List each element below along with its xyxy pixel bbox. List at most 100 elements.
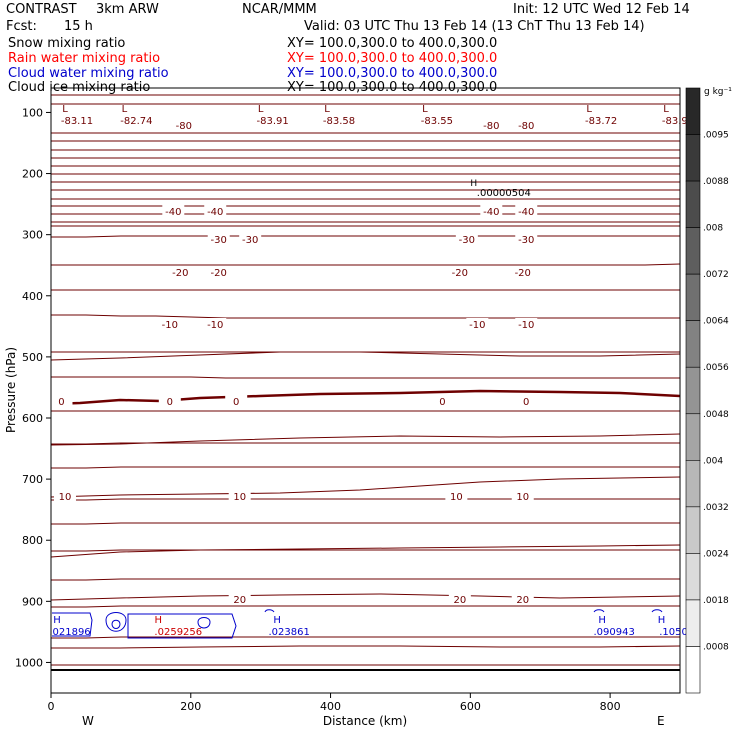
project-title: CONTRAST: [6, 2, 77, 17]
y-tick-label: 200: [22, 168, 43, 181]
field-snow-xy: XY= 100.0,300.0 to 400.0,300.0: [287, 36, 498, 51]
contour-label-bg: [204, 318, 227, 329]
colorbar-segment: [685, 134, 701, 182]
temperature-contour: [51, 645, 681, 649]
contour-label-bg: [480, 119, 503, 130]
contour-label: 10: [233, 492, 246, 503]
colorbar-tick-label: .0095: [703, 131, 729, 141]
snow-high-marker: H: [470, 179, 477, 189]
contour-label-bg: [169, 266, 192, 277]
temperature-contour: [50, 544, 681, 558]
contour-label: 0: [233, 397, 239, 408]
contour-label-bg: [448, 266, 471, 277]
contour-label: 20: [233, 595, 246, 606]
temperature-contour: [51, 235, 680, 238]
temperature-contour: [51, 498, 680, 501]
low-marker: L: [122, 104, 128, 115]
contour-label: -10: [518, 320, 534, 331]
y-tick-label: 700: [22, 473, 43, 486]
init-time: Init: 12 UTC Wed 12 Feb 14: [513, 2, 690, 17]
low-value: -83.58: [323, 116, 355, 127]
temperature-contour: [51, 263, 681, 266]
contour-label: -20: [452, 268, 468, 279]
contour-label: -10: [207, 320, 223, 331]
contour-label-bg: [448, 593, 471, 604]
y-tick-label: 100: [22, 106, 43, 119]
contour-label: -30: [459, 235, 475, 246]
snow-high-value: .00000504: [477, 188, 531, 199]
contour-label: -80: [176, 121, 192, 132]
colorbar-tick-label: .004: [703, 456, 723, 466]
low-value: -83.72: [585, 116, 617, 127]
temperature-contour: [51, 314, 680, 319]
colorbar-segment: [685, 553, 701, 601]
contour-label: -30: [518, 235, 534, 246]
contour-label-bg: [515, 233, 538, 244]
contour-label: -40: [518, 207, 534, 218]
field-rain-xy: XY= 100.0,300.0 to 400.0,300.0: [287, 51, 498, 66]
field-rain-label: Rain water mixing ratio: [8, 51, 161, 66]
fcst-value: 15 h: [64, 19, 93, 34]
colorbar-segment: [685, 460, 701, 508]
contour-label-bg: [511, 490, 534, 501]
temperature-contour: [51, 522, 680, 525]
field-cloudwater-label: Cloud water mixing ratio: [8, 66, 169, 81]
contour-label-bg: [228, 490, 251, 501]
colorbar-tick-label: .0032: [703, 503, 729, 513]
colorbar-tick-label: .0024: [703, 549, 729, 559]
rain-high-value: .0259256: [154, 627, 202, 638]
temperature-contour: [51, 549, 680, 552]
colorbar-tick-label: .008: [703, 224, 723, 234]
model-label: 3km ARW: [96, 2, 159, 17]
x-axis-title: Distance (km): [323, 714, 407, 728]
contour-label: -40: [165, 207, 181, 218]
contour-label-bg: [207, 233, 230, 244]
y-tick-label: 900: [22, 595, 43, 608]
cloud-water-high-marker: H: [53, 615, 61, 626]
x-tick-label: 200: [180, 700, 201, 713]
west-label: W: [82, 714, 94, 728]
colorbar-segment: [685, 273, 701, 321]
east-label: E: [657, 714, 665, 728]
colorbar-segment: [685, 413, 701, 461]
temperature-contour: [51, 376, 680, 379]
contour-label-bg: [158, 318, 181, 329]
contour-label-bg: [455, 233, 478, 244]
field-cloudwater-xy: XY= 100.0,300.0 to 400.0,300.0: [287, 66, 498, 81]
y-tick-label: 800: [22, 534, 43, 547]
low-value: -83.97: [662, 116, 694, 127]
contour-label-bg: [162, 205, 185, 216]
colorbar-segment: [685, 366, 701, 415]
rain-high-marker: H: [155, 615, 163, 626]
cloud-water-contour: [197, 617, 211, 629]
contour-label: -30: [211, 235, 227, 246]
cloud-water-contour: [127, 613, 237, 639]
cloud-water-contour: [651, 609, 663, 613]
contour-label: 0: [439, 397, 445, 408]
y-tick-label: 600: [22, 412, 43, 425]
cloud-water-contour: [593, 609, 605, 613]
contour-label: 0: [167, 397, 173, 408]
contour-label-bg: [515, 318, 538, 329]
contour-label-bg: [225, 395, 248, 406]
contour-label-bg: [158, 395, 181, 406]
contour-label: -40: [207, 207, 223, 218]
contour-label: -30: [242, 235, 258, 246]
contour-label: -10: [469, 320, 485, 331]
cloud-water-high-value: .021896: [49, 627, 90, 638]
contour-label-bg: [172, 119, 195, 130]
low-marker: L: [324, 104, 330, 115]
cloud-water-contour: [52, 612, 93, 637]
temperature-contour: [50, 389, 681, 406]
temperature-contour: [51, 636, 680, 639]
cloud-water-high-marker: H: [273, 615, 281, 626]
contour-label: 10: [516, 492, 529, 503]
contour-label: 0: [523, 397, 529, 408]
contour-label: -40: [483, 207, 499, 218]
contour-label: 0: [58, 397, 64, 408]
temperature-contour: [50, 433, 681, 446]
colorbar-segment: [685, 180, 701, 228]
contour-label: -80: [518, 121, 534, 132]
cloud-water-high-value: .090943: [593, 627, 634, 638]
